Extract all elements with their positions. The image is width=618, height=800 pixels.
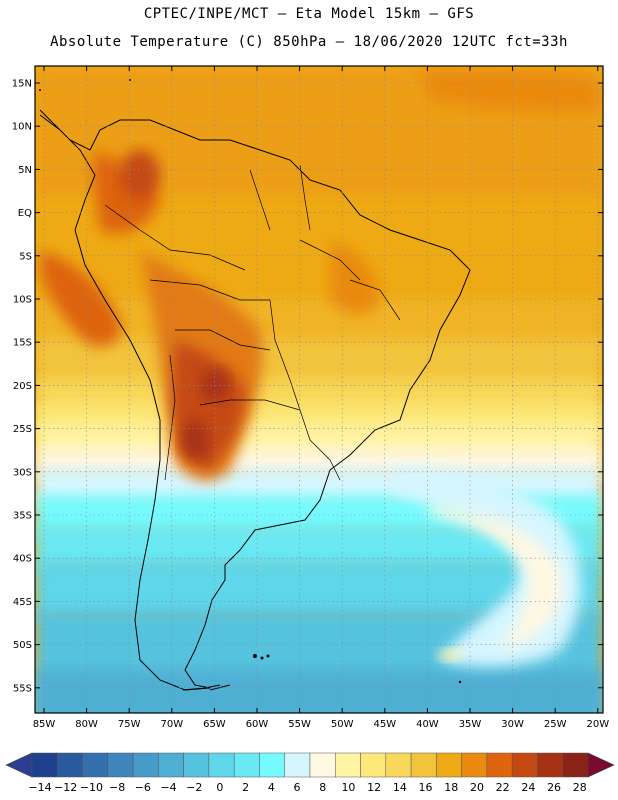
lat-label: 25S bbox=[13, 424, 32, 435]
colorbar-label: 18 bbox=[444, 781, 458, 794]
colorbar-label: −10 bbox=[80, 781, 103, 794]
colorbar-swatch bbox=[562, 752, 589, 778]
colorbar-label: 24 bbox=[521, 781, 535, 794]
lat-label: 15N bbox=[12, 79, 32, 90]
axis-ticks bbox=[35, 66, 603, 713]
lon-label: 45W bbox=[373, 719, 396, 730]
lon-label: 85W bbox=[33, 719, 56, 730]
colorbar-swatch bbox=[183, 752, 210, 778]
lat-label: 50S bbox=[13, 640, 32, 651]
colorbar-swatch bbox=[436, 752, 462, 778]
colorbar-swatch bbox=[208, 752, 235, 778]
lat-label: 30S bbox=[13, 467, 32, 478]
colorbar-swatch bbox=[511, 752, 538, 778]
lon-label: 60W bbox=[246, 719, 269, 730]
lon-label: 20W bbox=[586, 719, 609, 730]
lat-label: 20S bbox=[13, 381, 32, 392]
lat-label: 10N bbox=[12, 122, 32, 133]
colorbar-swatch bbox=[385, 752, 412, 778]
colorbar-label: −4 bbox=[160, 781, 176, 794]
map-subtitle: Absolute Temperature (C) 850hPa – 18/06/… bbox=[50, 34, 568, 50]
colorbar-label: 20 bbox=[470, 781, 484, 794]
colorbar-swatch bbox=[82, 752, 109, 778]
colorbar-label: 16 bbox=[419, 781, 433, 794]
colorbar-swatch bbox=[360, 752, 387, 778]
country-borders bbox=[104, 164, 401, 481]
colorbar-label: 10 bbox=[341, 781, 355, 794]
colorbar: −14 −12 −10 −8 −6 −4 −2 0 2 4 6 8 10 12 14 16 18 20 22 24 26… bbox=[5, 752, 615, 794]
colorbar-label: 6 bbox=[294, 781, 301, 794]
colorbar-swatch bbox=[284, 752, 311, 778]
map-frame bbox=[34, 65, 604, 714]
colorbar-label: 12 bbox=[367, 781, 381, 794]
lat-label: 40S bbox=[13, 554, 32, 565]
colorbar-label: −2 bbox=[186, 781, 202, 794]
colorbar-swatch bbox=[233, 752, 260, 778]
temperature-field bbox=[35, 66, 603, 713]
lon-label: 70W bbox=[160, 719, 183, 730]
lon-label: 40W bbox=[416, 719, 439, 730]
colorbar-swatch bbox=[132, 752, 159, 778]
colorbar-label: 2 bbox=[242, 781, 249, 794]
lat-label: 55S bbox=[13, 683, 32, 694]
colorbar-swatch bbox=[486, 752, 513, 778]
lon-label: 30W bbox=[501, 719, 524, 730]
colorbar-swatch bbox=[57, 752, 83, 778]
lat-label: 45S bbox=[13, 597, 32, 608]
lon-label: 35W bbox=[459, 719, 482, 730]
lon-label: 65W bbox=[203, 719, 226, 730]
longitude-labels: 85W 80W 75W 70W 65W 60W 55W 50W 45W 40W 35W 30W 25W 2… bbox=[33, 719, 610, 730]
colorbar-label: −14 bbox=[28, 781, 51, 794]
colorbar-label: 28 bbox=[573, 781, 587, 794]
colorbar-label: 26 bbox=[547, 781, 561, 794]
lon-label: 25W bbox=[544, 719, 567, 730]
lat-label: 10S bbox=[13, 295, 32, 306]
colorbar-swatch bbox=[158, 752, 184, 778]
lat-label: 5S bbox=[19, 251, 32, 262]
colorbar-swatch bbox=[259, 752, 285, 778]
lon-label: 80W bbox=[75, 719, 98, 730]
lat-label: 15S bbox=[13, 338, 32, 349]
colorbar-swatch bbox=[31, 752, 58, 778]
colorbar-swatch bbox=[461, 752, 488, 778]
colorbar-label: 22 bbox=[496, 781, 510, 794]
colorbar-label: −12 bbox=[54, 781, 77, 794]
colorbar-label: −8 bbox=[109, 781, 125, 794]
lon-label: 75W bbox=[118, 719, 141, 730]
colorbar-label: 14 bbox=[393, 781, 407, 794]
map-title: CPTEC/INPE/MCT – Eta Model 15km – GFS bbox=[143, 6, 475, 22]
lat-label: EQ bbox=[18, 208, 32, 219]
colorbar-swatch bbox=[335, 752, 361, 778]
colorbar-label: 8 bbox=[319, 781, 326, 794]
lon-label: 55W bbox=[288, 719, 311, 730]
colorbar-label: 0 bbox=[216, 781, 223, 794]
lat-label: 5N bbox=[18, 165, 32, 176]
colorbar-swatch bbox=[537, 752, 563, 778]
colorbar-label: −6 bbox=[135, 781, 151, 794]
colorbar-high-arrow bbox=[587, 752, 615, 778]
lat-label: 35S bbox=[13, 511, 32, 522]
lon-label: 50W bbox=[331, 719, 354, 730]
colorbar-low-arrow bbox=[5, 752, 33, 778]
graticule bbox=[35, 66, 603, 713]
colorbar-label: 4 bbox=[268, 781, 275, 794]
latitude-labels: 15N 10N 5N EQ 5S 10S 15S 20S 25S 30S 35S 40S 45S 50S 5… bbox=[12, 79, 32, 695]
colorbar-swatch bbox=[107, 752, 134, 778]
colorbar-swatch bbox=[309, 752, 336, 778]
colorbar-swatch bbox=[410, 752, 437, 778]
